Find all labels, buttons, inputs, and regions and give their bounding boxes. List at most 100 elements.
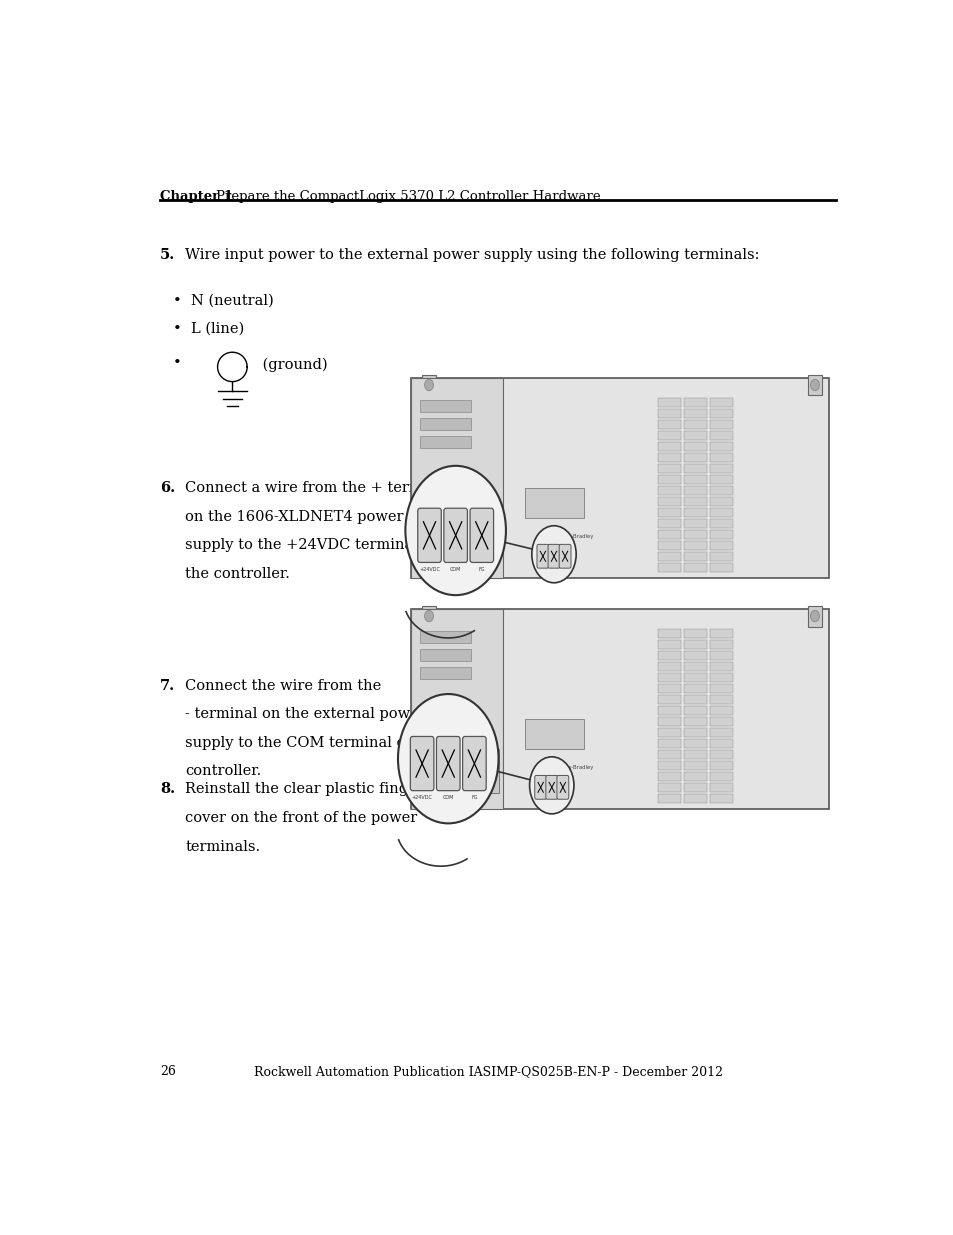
Bar [709, 474, 732, 484]
Text: •  N (neutral): • N (neutral) [173, 294, 274, 308]
Text: terminals.: terminals. [185, 840, 260, 853]
Bar [709, 530, 732, 540]
Bar [683, 541, 706, 550]
Bar [657, 794, 680, 803]
Bar [807, 605, 821, 626]
Bar [657, 519, 680, 529]
Bar [657, 530, 680, 540]
Text: Wire input power to the external power supply using the following terminals:: Wire input power to the external power s… [185, 248, 759, 262]
Bar [709, 662, 732, 672]
Bar [683, 794, 706, 803]
Bar [683, 706, 706, 715]
Bar [657, 695, 680, 704]
Bar [683, 552, 706, 561]
Bar [683, 431, 706, 440]
Bar [683, 496, 706, 506]
Bar [683, 739, 706, 748]
Text: Rockwell Automation Publication IASIMP-QS025B-EN-P - December 2012: Rockwell Automation Publication IASIMP-Q… [254, 1066, 722, 1078]
Bar [657, 431, 680, 440]
Bar [524, 719, 583, 750]
Bar [657, 727, 680, 737]
Bar [416, 519, 498, 562]
Bar [420, 436, 471, 448]
Circle shape [424, 379, 433, 390]
Bar [657, 508, 680, 517]
Text: Allen-Bradley: Allen-Bradley [558, 534, 594, 540]
Bar [683, 640, 706, 650]
Bar [657, 716, 680, 726]
Text: 6.: 6. [160, 482, 174, 495]
Bar [709, 485, 732, 495]
Text: cover on the front of the power: cover on the front of the power [185, 811, 416, 825]
Bar [422, 605, 436, 626]
Bar [657, 662, 680, 672]
Text: Prepare the CompactLogix 5370 L2 Controller Hardware: Prepare the CompactLogix 5370 L2 Control… [216, 190, 600, 203]
Text: FG: FG [478, 567, 484, 572]
Text: 7.: 7. [160, 679, 174, 693]
Bar [657, 409, 680, 419]
Circle shape [810, 379, 819, 390]
Bar [709, 496, 732, 506]
FancyBboxPatch shape [417, 509, 441, 562]
Text: on the 1606-XLDNET4 power: on the 1606-XLDNET4 power [185, 510, 403, 524]
Bar [411, 609, 502, 809]
Bar [709, 706, 732, 715]
Text: Chapter 1: Chapter 1 [160, 190, 233, 203]
Text: the controller.: the controller. [185, 567, 290, 580]
Bar [657, 563, 680, 572]
Text: COM: COM [450, 567, 461, 572]
Text: controller.: controller. [185, 764, 261, 778]
Bar [422, 374, 436, 395]
Bar [683, 409, 706, 419]
Text: - terminal on the external power: - terminal on the external power [185, 708, 425, 721]
Bar [657, 474, 680, 484]
Bar [420, 631, 471, 643]
Bar [657, 783, 680, 792]
Circle shape [397, 694, 498, 824]
Bar [657, 651, 680, 661]
Bar [657, 485, 680, 495]
Bar [657, 640, 680, 650]
Bar [683, 453, 706, 462]
Bar [657, 464, 680, 473]
Bar [709, 442, 732, 451]
Bar [709, 739, 732, 748]
Bar [683, 420, 706, 430]
Bar [657, 552, 680, 561]
Bar [709, 464, 732, 473]
Bar [709, 750, 732, 760]
Bar [524, 488, 583, 519]
Bar [709, 673, 732, 682]
Bar [709, 420, 732, 430]
Bar [683, 442, 706, 451]
Bar [416, 750, 498, 793]
Circle shape [810, 610, 819, 621]
Bar [709, 431, 732, 440]
Text: 26: 26 [160, 1066, 175, 1078]
Bar [683, 695, 706, 704]
Bar [683, 783, 706, 792]
FancyBboxPatch shape [410, 736, 434, 790]
Bar [709, 761, 732, 771]
Bar [683, 750, 706, 760]
Bar [709, 552, 732, 561]
Bar [709, 398, 732, 408]
Bar [683, 629, 706, 638]
Text: supply to the COM terminal on the: supply to the COM terminal on the [185, 736, 443, 750]
Bar [683, 761, 706, 771]
Text: +24VDC: +24VDC [418, 567, 439, 572]
Bar [683, 530, 706, 540]
Bar [709, 783, 732, 792]
Text: +24VDC: +24VDC [412, 795, 432, 800]
Bar [709, 453, 732, 462]
Bar [709, 794, 732, 803]
Circle shape [531, 526, 576, 583]
Bar [683, 673, 706, 682]
Bar [709, 695, 732, 704]
Bar [420, 419, 471, 430]
Bar [683, 398, 706, 408]
Bar [683, 464, 706, 473]
Bar [709, 727, 732, 737]
Text: Reinstall the clear plastic finger safe: Reinstall the clear plastic finger safe [185, 783, 458, 797]
Bar [683, 716, 706, 726]
